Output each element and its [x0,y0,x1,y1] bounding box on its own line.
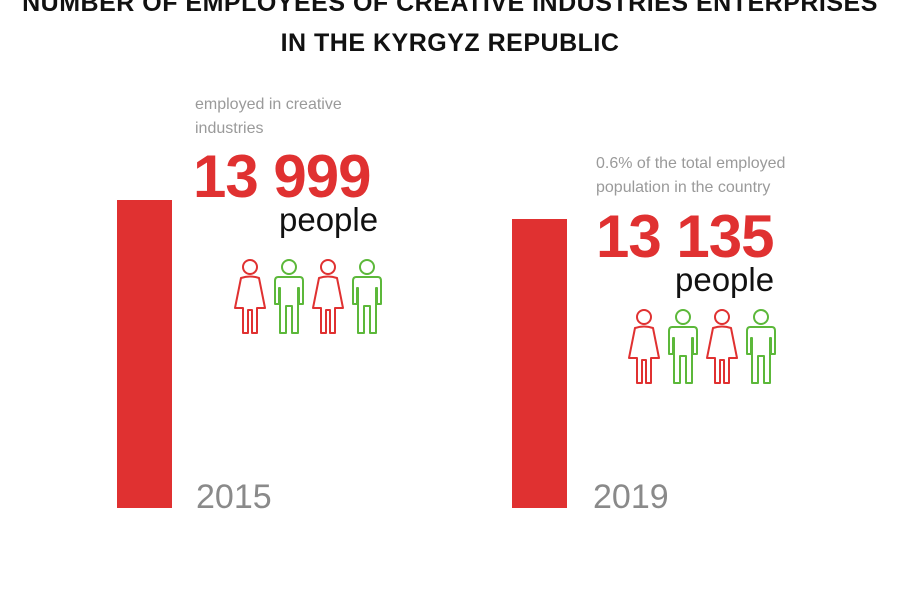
bar-2019 [512,219,567,508]
note-2015-line-1: employed in creative [195,96,342,113]
value-label-2015: 13 999 [193,143,372,210]
note-2019-line-2: population in the country [596,179,771,196]
female-person-icon [706,309,738,384]
male-person-icon [274,259,304,334]
note-2015-line-2: industries [195,120,264,137]
male-person-icon [746,309,776,384]
unit-label-2015: people [279,201,379,238]
people-icons-2019 [627,307,787,385]
male-person-icon [352,259,382,334]
year-label-2019: 2019 [593,478,669,516]
female-person-icon [312,259,344,334]
female-person-icon [234,259,266,334]
female-person-icon [628,309,660,384]
unit-label-2019: people [675,261,775,298]
bar-2015 [117,200,172,508]
male-person-icon [668,309,698,384]
note-2019-line-1: 0.6% of the total employed [596,155,786,172]
chart-title-line-1: NUMBER OF EMPLOYEES OF CREATIVE INDUSTRI… [22,0,878,17]
value-label-2019: 13 135 [596,203,775,270]
chart-title-line-2: IN THE KYRGYZ REPUBLIC [280,29,620,57]
year-label-2015: 2015 [196,478,272,516]
people-icons-2015 [233,257,393,335]
